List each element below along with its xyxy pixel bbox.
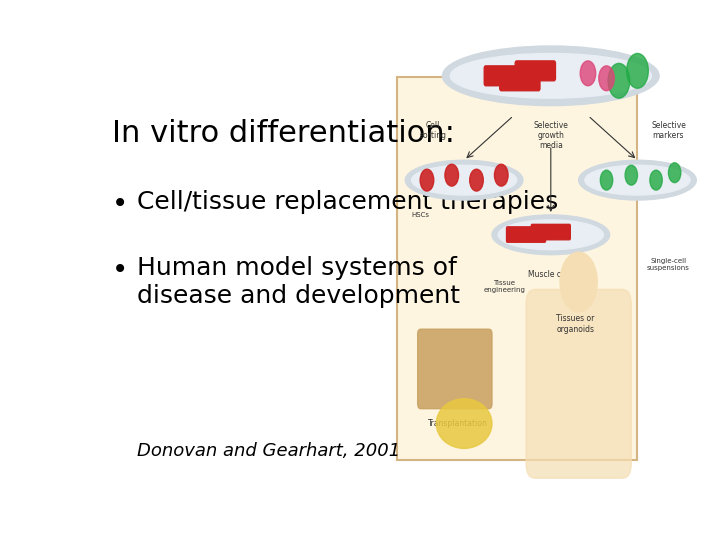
- Text: Tissue
engineering: Tissue engineering: [483, 280, 526, 293]
- Circle shape: [668, 163, 681, 183]
- Text: Selective
markers: Selective markers: [651, 120, 686, 140]
- Text: Human model systems of
disease and development: Human model systems of disease and devel…: [138, 256, 460, 308]
- Text: Muscle cells: Muscle cells: [528, 269, 574, 279]
- Circle shape: [580, 61, 595, 86]
- Ellipse shape: [442, 46, 660, 106]
- Ellipse shape: [579, 160, 696, 200]
- FancyBboxPatch shape: [500, 71, 540, 91]
- Text: Transplantation: Transplantation: [428, 419, 488, 428]
- FancyBboxPatch shape: [526, 289, 631, 478]
- Circle shape: [599, 66, 614, 91]
- Text: •: •: [112, 256, 129, 284]
- FancyBboxPatch shape: [485, 66, 524, 86]
- FancyBboxPatch shape: [418, 329, 492, 409]
- Circle shape: [420, 169, 433, 191]
- Circle shape: [650, 170, 662, 190]
- FancyBboxPatch shape: [516, 61, 555, 81]
- Circle shape: [445, 164, 459, 186]
- Circle shape: [626, 53, 648, 88]
- Text: In vitro differentiation:: In vitro differentiation:: [112, 119, 455, 148]
- Circle shape: [469, 169, 483, 191]
- Ellipse shape: [412, 165, 517, 195]
- Text: Cell
sorting: Cell sorting: [420, 120, 446, 140]
- Circle shape: [600, 170, 613, 190]
- Ellipse shape: [436, 399, 492, 448]
- Circle shape: [625, 165, 637, 185]
- Circle shape: [495, 164, 508, 186]
- FancyBboxPatch shape: [531, 224, 570, 240]
- Text: Single-cell
suspensions: Single-cell suspensions: [647, 258, 690, 271]
- Text: Tissues or
organoids: Tissues or organoids: [557, 314, 595, 334]
- Text: Cell/tissue replacement therapies: Cell/tissue replacement therapies: [138, 190, 559, 213]
- FancyBboxPatch shape: [397, 77, 637, 460]
- Ellipse shape: [492, 215, 610, 255]
- Ellipse shape: [498, 220, 603, 249]
- Circle shape: [560, 252, 598, 312]
- Text: HSCs: HSCs: [412, 212, 430, 218]
- Text: Selective
growth
media: Selective growth media: [534, 120, 568, 150]
- FancyBboxPatch shape: [507, 227, 546, 242]
- Circle shape: [608, 63, 630, 98]
- Text: •: •: [112, 190, 129, 218]
- Ellipse shape: [405, 160, 523, 200]
- Ellipse shape: [585, 165, 690, 195]
- Text: Donovan and Gearhart, 2001: Donovan and Gearhart, 2001: [137, 442, 400, 460]
- Ellipse shape: [450, 53, 652, 98]
